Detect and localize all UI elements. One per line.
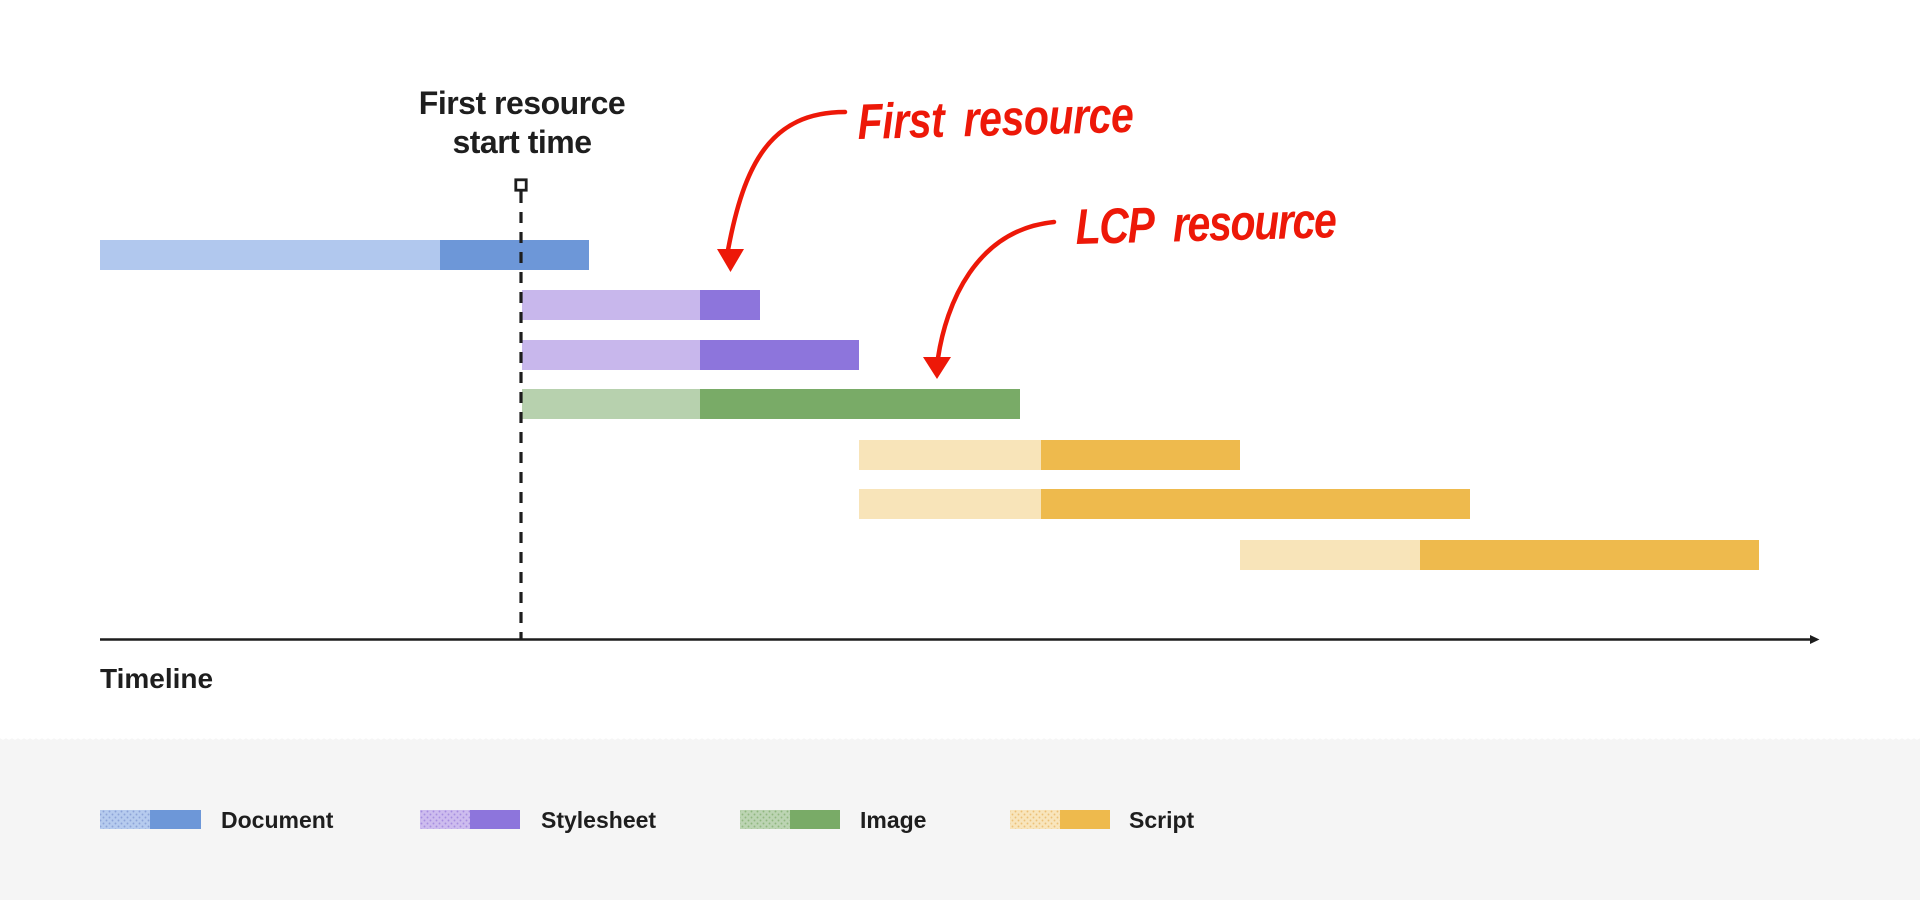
svg-text:Document: Document <box>221 807 334 833</box>
svg-text:Image: Image <box>860 807 926 833</box>
svg-text:start time: start time <box>452 124 591 160</box>
svg-text:LCP resource: LCP resource <box>1075 192 1337 255</box>
svg-text:First resource: First resource <box>857 87 1134 150</box>
svg-text:Stylesheet: Stylesheet <box>541 807 656 833</box>
svg-text:Timeline: Timeline <box>100 663 213 694</box>
svg-text:First resource: First resource <box>419 85 625 121</box>
svg-text:Script: Script <box>1129 807 1195 833</box>
